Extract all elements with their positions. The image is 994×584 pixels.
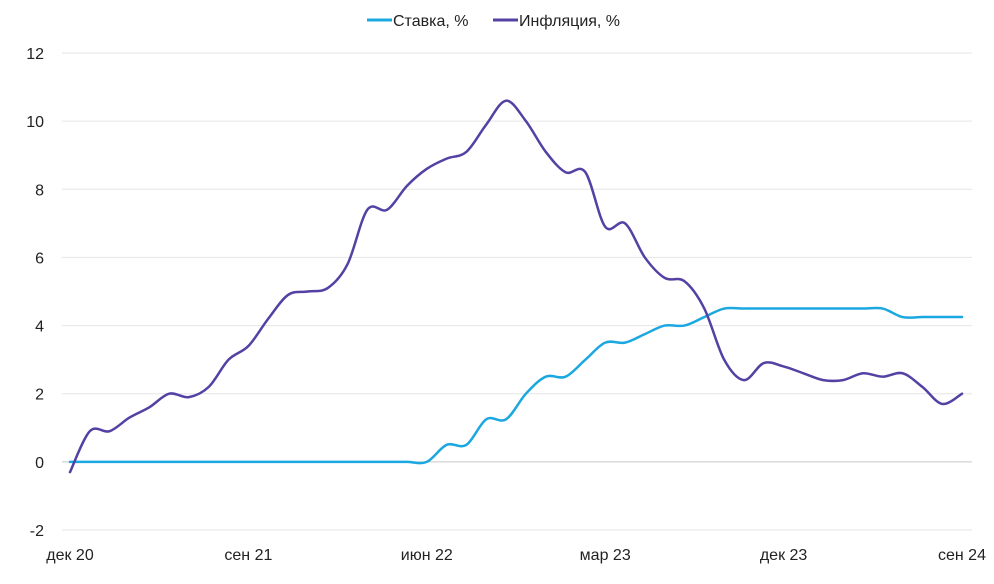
legend-label-inflation: Инфляция, %: [519, 13, 620, 30]
y-tick-label: 2: [35, 387, 44, 404]
y-tick-label: 12: [26, 46, 44, 63]
legend-label-rate: Ставка, %: [393, 13, 468, 30]
series-layer: [68, 99, 964, 474]
x-tick-label: дек 20: [46, 547, 94, 564]
x-tick-label: мар 23: [580, 547, 631, 564]
gridlines: [62, 52, 972, 531]
y-axis: 12 10 8 6 4 2 0 -2: [26, 46, 44, 540]
series-line-rate: [68, 306, 964, 465]
y-tick-label: 6: [35, 250, 44, 267]
y-tick-label: -2: [30, 523, 44, 540]
x-tick-label: сен 24: [938, 547, 986, 564]
series-line-inflation: [68, 99, 964, 474]
x-tick-label: дек 23: [760, 547, 808, 564]
x-tick-label: сен 21: [224, 547, 272, 564]
x-tick-label: июн 22: [401, 547, 453, 564]
legend: Ставка, % Инфляция, %: [367, 13, 620, 30]
y-tick-label: 0: [35, 455, 44, 472]
y-tick-label: 4: [35, 319, 44, 336]
x-axis: дек 20 сен 21 июн 22 мар 23 дек 23 сен 24: [46, 547, 986, 564]
y-tick-label: 8: [35, 182, 44, 199]
y-tick-label: 10: [26, 114, 44, 131]
